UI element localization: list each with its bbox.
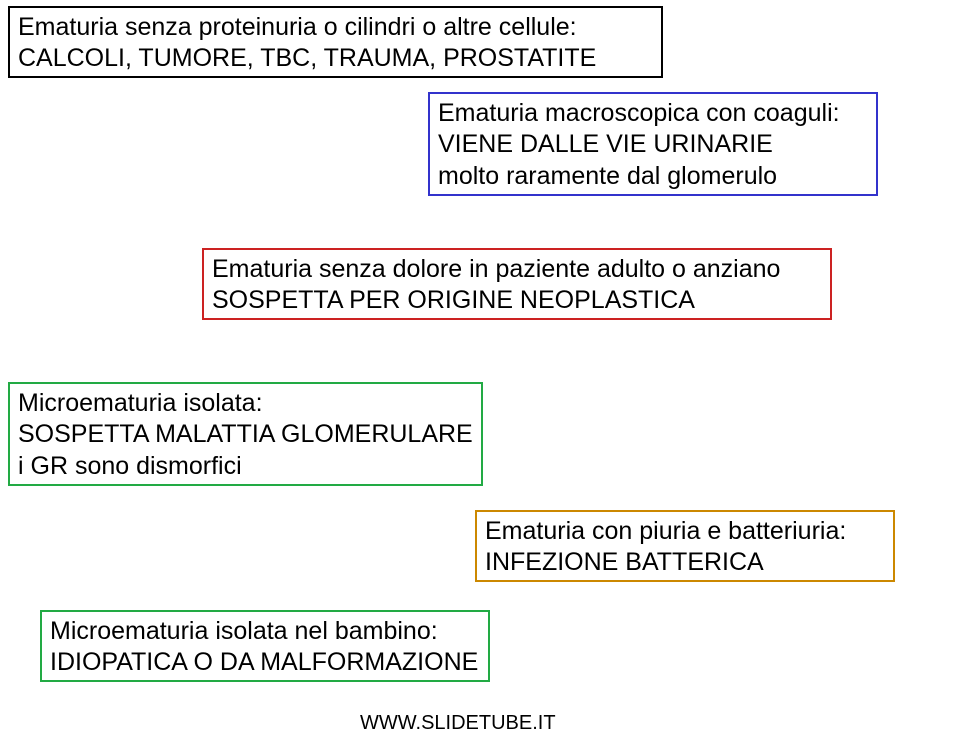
box-ematuria-senza-proteinuria: Ematuria senza proteinuria o cilindri o … xyxy=(8,6,663,78)
footer-link: WWW.SLIDETUBE.IT xyxy=(360,712,556,735)
box5-line2: INFEZIONE BATTERICA xyxy=(485,547,885,578)
box2-line2: VIENE DALLE VIE URINARIE xyxy=(438,129,868,160)
box2-line3: molto raramente dal glomerulo xyxy=(438,161,868,192)
box-ematuria-piuria: Ematuria con piuria e batteriuria: INFEZ… xyxy=(475,510,895,582)
box-ematuria-senza-dolore: Ematuria senza dolore in paziente adulto… xyxy=(202,248,832,320)
box-microematuria-isolata: Microematuria isolata: SOSPETTA MALATTIA… xyxy=(8,382,483,486)
box4-line1: Microematuria isolata: xyxy=(18,388,473,419)
box1-line1: Ematuria senza proteinuria o cilindri o … xyxy=(18,12,653,43)
box1-line2: CALCOLI, TUMORE, TBC, TRAUMA, PROSTATITE xyxy=(18,43,653,74)
box6-line2: IDIOPATICA O DA MALFORMAZIONE xyxy=(50,647,480,678)
box4-line3: i GR sono dismorfici xyxy=(18,451,473,482)
box4-line2: SOSPETTA MALATTIA GLOMERULARE xyxy=(18,419,473,450)
box3-line1: Ematuria senza dolore in paziente adulto… xyxy=(212,254,822,285)
box-microematuria-bambino: Microematuria isolata nel bambino: IDIOP… xyxy=(40,610,490,682)
box6-line1: Microematuria isolata nel bambino: xyxy=(50,616,480,647)
box5-line1: Ematuria con piuria e batteriuria: xyxy=(485,516,885,547)
box2-line1: Ematuria macroscopica con coaguli: xyxy=(438,98,868,129)
box3-line2: SOSPETTA PER ORIGINE NEOPLASTICA xyxy=(212,285,822,316)
box-ematuria-macroscopica: Ematuria macroscopica con coaguli: VIENE… xyxy=(428,92,878,196)
